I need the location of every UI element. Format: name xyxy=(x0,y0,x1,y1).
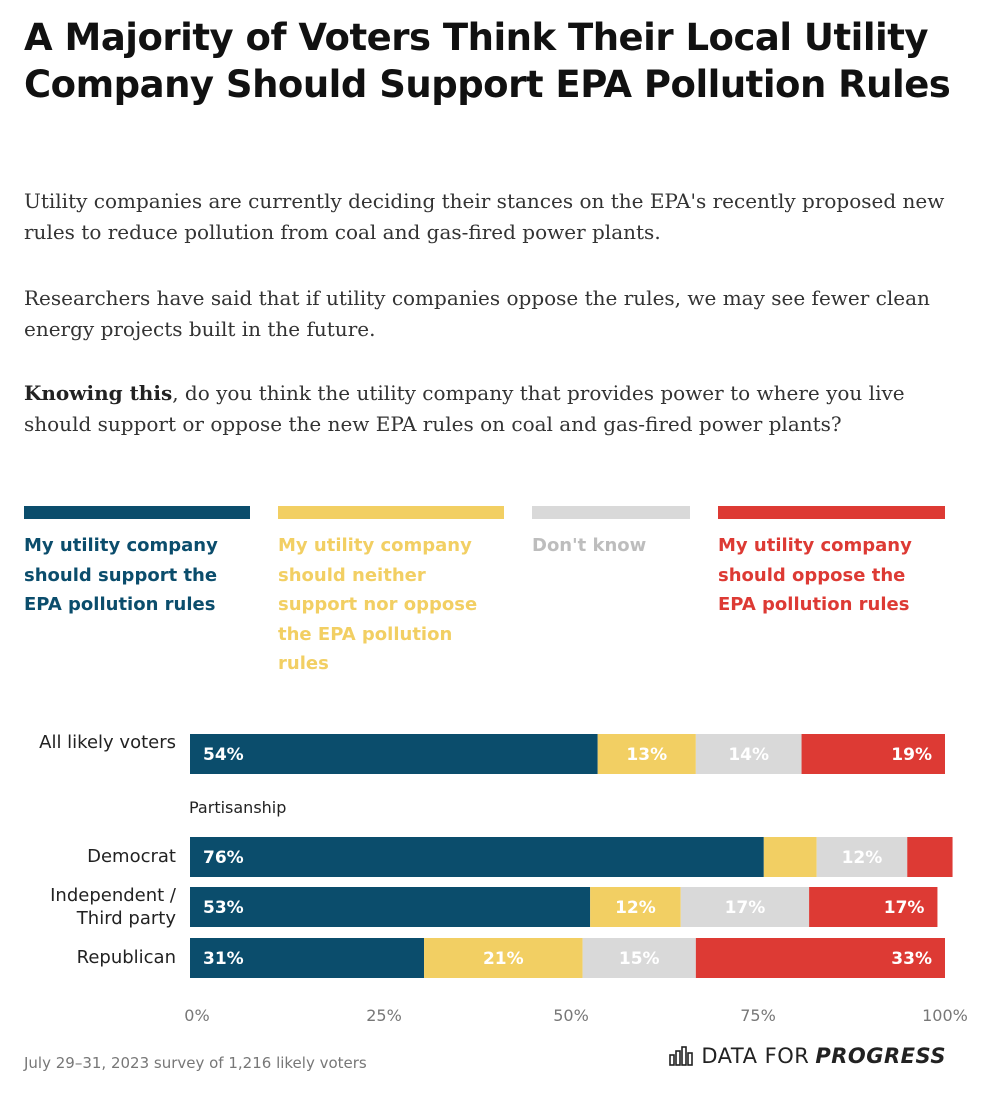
data-label-all-likely-voters-dont-know: 14% xyxy=(728,745,769,765)
x-tick-label-100: 100% xyxy=(922,1006,968,1025)
bar-all-likely-voters-neither xyxy=(597,734,696,774)
row-label-republican: Republican xyxy=(76,947,176,968)
group-label-partisanship: Partisanship xyxy=(189,798,287,817)
data-label-democrat-dont-know: 12% xyxy=(842,848,883,868)
data-label-independent-neither: 12% xyxy=(615,898,656,918)
bar-all-likely-voters-dont-know xyxy=(695,734,802,774)
brand-prefix: DATA FOR xyxy=(701,1044,810,1068)
x-tick-label-75: 75% xyxy=(740,1006,776,1025)
legend-swatch-oppose xyxy=(718,506,945,519)
data-label-all-likely-voters-oppose: 19% xyxy=(891,745,932,765)
bar-chart-logo-icon xyxy=(669,1046,694,1066)
bar-democrat-support xyxy=(190,837,764,877)
legend-label-oppose: My utility company should oppose the EPA… xyxy=(718,535,912,615)
bar-independent-dont-know xyxy=(680,887,810,927)
data-label-republican-dont-know: 15% xyxy=(619,949,660,969)
question-paragraph: Knowing this, do you think the utility c… xyxy=(24,378,954,440)
data-label-republican-support: 31% xyxy=(203,949,244,969)
legend-swatch-neither xyxy=(278,506,504,519)
legend-item-support: My utility company should support the EP… xyxy=(24,506,250,620)
bar-republican-neither xyxy=(424,938,583,978)
legend-label-support: My utility company should support the EP… xyxy=(24,535,218,615)
legend-label-neither: My utility company should neither suppor… xyxy=(278,535,478,674)
intro-paragraph-1: Utility companies are currently deciding… xyxy=(24,189,945,244)
row-label-all-likely-voters: All likely voters xyxy=(39,732,176,753)
intro-paragraph-2: Researchers have said that if utility co… xyxy=(24,286,930,341)
data-label-all-likely-voters-neither: 13% xyxy=(626,745,667,765)
legend-swatch-support xyxy=(24,506,250,519)
bar-republican-support xyxy=(190,938,425,978)
bar-all-likely-voters-oppose xyxy=(801,734,945,774)
bar-independent-neither xyxy=(590,887,681,927)
data-label-republican-neither: 21% xyxy=(483,949,524,969)
survey-footnote: July 29–31, 2023 survey of 1,216 likely … xyxy=(24,1054,367,1072)
data-label-democrat-support: 76% xyxy=(203,848,244,868)
row-label-independent: Independent / Third party xyxy=(50,885,176,929)
data-label-all-likely-voters-support: 54% xyxy=(203,745,244,765)
brand-logo: DATA FOR PROGRESS xyxy=(669,1044,946,1068)
legend-item-oppose: My utility company should oppose the EPA… xyxy=(718,506,945,620)
bar-democrat-oppose xyxy=(907,837,953,877)
legend-item-dont-know: Don't know xyxy=(532,506,690,561)
legend-label-dont-know: Don't know xyxy=(532,535,647,556)
bar-republican-oppose xyxy=(695,938,945,978)
x-tick-label-50: 50% xyxy=(553,1006,589,1025)
bar-independent-oppose xyxy=(809,887,938,927)
data-label-republican-oppose: 33% xyxy=(891,949,932,969)
question-text: , do you think the utility company that … xyxy=(24,381,905,436)
bar-all-likely-voters-support xyxy=(190,734,598,774)
x-tick-label-0: 0% xyxy=(184,1006,210,1025)
bar-democrat-neither xyxy=(763,837,817,877)
data-label-independent-dont-know: 17% xyxy=(725,898,766,918)
question-bold-lead: Knowing this xyxy=(24,381,173,405)
bar-democrat-dont-know xyxy=(816,837,908,877)
chart-title: A Majority of Voters Think Their Local U… xyxy=(24,16,951,106)
bar-independent-support xyxy=(190,887,591,927)
legend-swatch-dont-know xyxy=(532,506,690,519)
data-label-independent-oppose: 17% xyxy=(884,898,925,918)
data-label-independent-support: 53% xyxy=(203,898,244,918)
brand-strong: PROGRESS xyxy=(815,1044,946,1068)
x-tick-label-25: 25% xyxy=(366,1006,402,1025)
legend-item-neither: My utility company should neither suppor… xyxy=(278,506,504,679)
row-label-democrat: Democrat xyxy=(87,846,176,867)
bar-republican-dont-know xyxy=(582,938,696,978)
